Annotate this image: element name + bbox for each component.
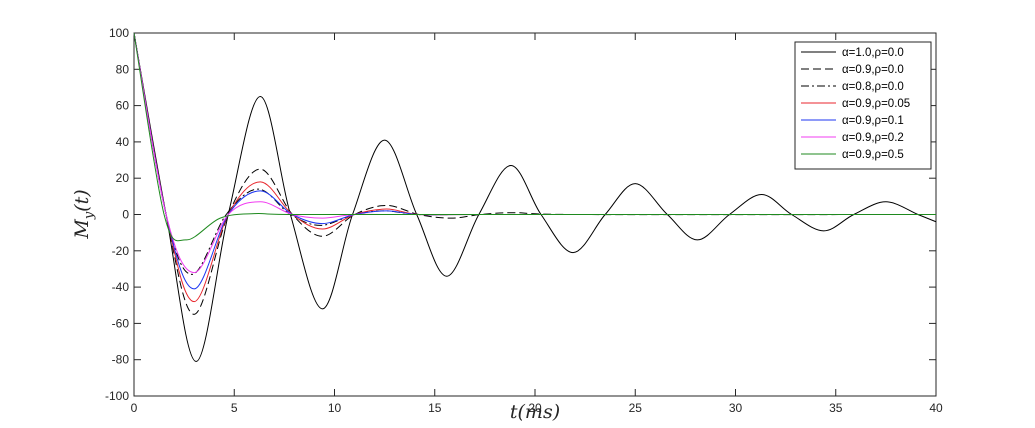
x-tick-label: 10: [328, 401, 342, 415]
x-tick-label: 20: [528, 401, 542, 415]
y-tick-label: -20: [112, 244, 130, 258]
series-line-7: [133, 32, 937, 242]
y-axis-ticks: 100 80 60 40 20 0 -20 -40 -60 -80 -100: [105, 26, 936, 403]
legend-label-4: α=0.9,ρ=0.05: [842, 98, 910, 110]
series-line-2: [133, 32, 937, 315]
legend: α=1.0,ρ=0.0 α=0.9,ρ=0.0 α=0.8,ρ=0.0 α=0.9,ρ…: [794, 41, 932, 170]
x-tick-label: 30: [729, 401, 743, 415]
y-tick-label: 40: [116, 135, 130, 149]
x-tick-label: 25: [629, 401, 643, 415]
legend-label-7: α=0.9,ρ=0.5: [842, 149, 904, 161]
x-axis-label: t(ms): [510, 401, 560, 423]
legend-label-1: α=1.0,ρ=0.0: [842, 47, 904, 59]
x-tick-label: 0: [131, 401, 138, 415]
y-tick-label: 60: [116, 99, 130, 113]
x-tick-label: 15: [428, 401, 442, 415]
legend-box: [794, 41, 932, 170]
x-tick-label: 40: [929, 401, 943, 415]
legend-label-6: α=0.9,ρ=0.2: [842, 132, 904, 144]
x-tick-label: 35: [829, 401, 843, 415]
legend-label-2: α=0.9,ρ=0.0: [842, 64, 904, 76]
y-tick-label: -80: [112, 353, 130, 367]
y-tick-label: 100: [109, 26, 129, 40]
y-tick-label: 80: [116, 62, 130, 76]
y-tick-label: -60: [112, 316, 130, 330]
x-tick-label: 5: [231, 401, 238, 415]
y-axis-label: My(t): [71, 189, 97, 239]
y-tick-label: 20: [116, 171, 130, 185]
legend-label-5: α=0.9,ρ=0.1: [842, 115, 904, 127]
legend-label-3: α=0.8,ρ=0.0: [842, 81, 904, 93]
y-tick-label: 0: [122, 208, 129, 222]
y-tick-label: -40: [112, 280, 130, 294]
y-tick-label: -100: [105, 389, 129, 403]
x-axis-ticks: 0 5 10 15 20 25 30 35 40: [131, 33, 943, 415]
series-layer: [133, 32, 937, 363]
